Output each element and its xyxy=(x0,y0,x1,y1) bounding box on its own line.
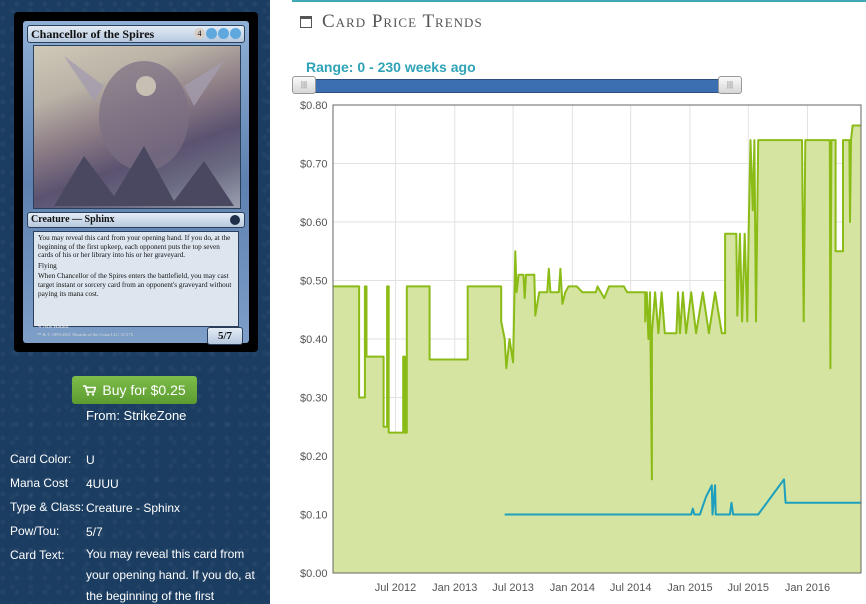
card-copyright: ™ & © 1993-2011 Wizards of the Coast LLC… xyxy=(37,332,134,337)
plot-frame xyxy=(332,104,862,574)
range-label: Range: 0 - 230 weeks ago xyxy=(306,59,476,75)
x-tick-label: Jan 2013 xyxy=(432,582,477,594)
y-axis: $0.00 $0.10 $0.20 $0.30 $0.40 $0.50 $0.60 $0.70… xyxy=(300,100,328,580)
section-header: Card Price Trends xyxy=(300,11,483,33)
mana-cost: 4 xyxy=(194,28,241,39)
y-tick-label: $0.80 xyxy=(300,100,328,112)
detail-value: Creature - Sphinx xyxy=(86,501,181,515)
detail-row-type: Type & Class: Creature - Sphinx xyxy=(10,500,270,524)
y-tick-label: $0.00 xyxy=(300,568,328,580)
x-axis: Jul 2012 Jan 2013 Jul 2013 Jan 2014 Jul 2014… xyxy=(375,582,830,594)
y-tick-label: $0.70 xyxy=(300,159,328,171)
detail-value: 4UUU xyxy=(86,477,119,491)
detail-value: U xyxy=(86,453,95,467)
section-title: Card Price Trends xyxy=(322,11,483,32)
mana-blue-icon xyxy=(218,28,229,39)
detail-label: Mana Cost xyxy=(10,476,69,490)
buy-button[interactable]: Buy for $0.25 xyxy=(72,376,197,404)
type-line-bar: Creature — Sphinx xyxy=(27,212,245,228)
detail-label: Type & Class: xyxy=(10,500,85,514)
y-tick-label: $0.20 xyxy=(300,451,328,463)
detail-value: You may reveal this card from your openi… xyxy=(86,547,255,603)
price-trend-chart: $0.00 $0.10 $0.20 $0.30 $0.40 $0.50 $0.60 $0.70… xyxy=(300,100,862,594)
accent-rule xyxy=(292,0,866,2)
calendar-icon xyxy=(300,16,312,28)
rules-paragraph: Flying xyxy=(38,261,57,270)
card-detail-panel: Chancellor of the Spires 4 Cre xyxy=(0,0,270,604)
y-tick-label: $0.50 xyxy=(300,276,328,288)
mana-blue-icon xyxy=(206,28,217,39)
rules-paragraph: When Chancellor of the Spires enters the… xyxy=(38,272,232,298)
card-image: Chancellor of the Spires 4 Cre xyxy=(14,12,258,352)
detail-label: Card Text: xyxy=(10,548,65,562)
shopping-cart-icon xyxy=(83,384,97,396)
sphinx-art-illustration xyxy=(54,56,234,206)
x-tick-label: Jan 2015 xyxy=(667,582,712,594)
rules-paragraph: You may reveal this card from your openi… xyxy=(38,234,231,260)
card-art xyxy=(33,45,241,209)
card-power-toughness: 5/7 xyxy=(207,327,243,345)
artist-name: Nils Hamm xyxy=(42,324,69,330)
seller-source: From: StrikeZone xyxy=(86,408,187,423)
x-tick-label: Jul 2012 xyxy=(375,582,417,594)
card-rules-text: You may reveal this card from your openi… xyxy=(33,231,239,327)
detail-row-card-text: Card Text: You may reveal this card from… xyxy=(10,547,270,604)
series-area-fill xyxy=(333,125,861,573)
buy-button-label: Buy for $0.25 xyxy=(102,382,186,398)
y-tick-label: $0.40 xyxy=(300,334,328,346)
x-tick-label: Jan 2014 xyxy=(550,582,595,594)
card-frame: Chancellor of the Spires 4 Cre xyxy=(23,21,249,345)
x-tick-label: Jul 2013 xyxy=(492,582,534,594)
series-line-blue xyxy=(504,478,861,516)
mana-blue-icon xyxy=(230,28,241,39)
detail-value: 5/7 xyxy=(86,525,103,539)
x-tick-label: Jan 2016 xyxy=(785,582,830,594)
card-name: Chancellor of the Spires xyxy=(31,27,155,41)
series-line-green xyxy=(333,124,861,481)
y-tick-label: $0.30 xyxy=(300,393,328,405)
chart-series xyxy=(333,124,861,573)
card-artist: ✎ Nils Hamm xyxy=(37,324,69,330)
detail-row-color: Card Color: U xyxy=(10,452,270,476)
mana-generic-icon: 4 xyxy=(194,28,205,39)
detail-label: Pow/Tou: xyxy=(10,524,60,538)
range-slider-handle-max[interactable]: ||| xyxy=(718,76,742,94)
x-tick-label: Jul 2015 xyxy=(727,582,769,594)
detail-row-pow-tou: Pow/Tou: 5/7 xyxy=(10,524,270,548)
y-tick-label: $0.10 xyxy=(300,510,328,522)
y-tick-label: $0.60 xyxy=(300,217,328,229)
card-name-bar: Chancellor of the Spires 4 xyxy=(27,25,245,43)
x-tick-label: Jul 2014 xyxy=(610,582,652,594)
range-slider-track[interactable] xyxy=(302,79,734,93)
detail-label: Card Color: xyxy=(10,452,72,466)
set-symbol-icon xyxy=(230,215,240,225)
range-slider-handle-min[interactable]: ||| xyxy=(292,76,316,94)
detail-row-mana-cost: Mana Cost 4UUU xyxy=(10,476,270,500)
card-type-line: Creature — Sphinx xyxy=(31,214,115,225)
